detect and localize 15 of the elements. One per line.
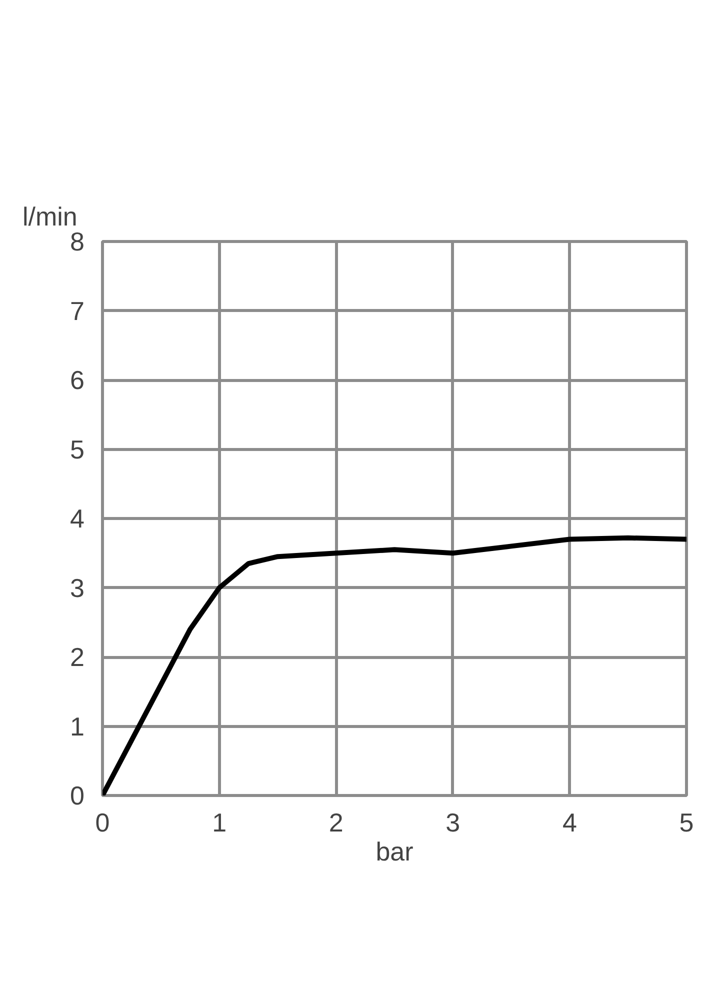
x-axis-title: bar: [376, 836, 414, 866]
x-tick-label: 2: [328, 808, 344, 838]
x-tick-label: 3: [446, 808, 460, 838]
y-tick-label: 6: [70, 365, 85, 395]
y-tick-label: 0: [70, 780, 85, 810]
x-tick-label: 1: [212, 808, 227, 838]
y-tick-label: 2: [70, 642, 85, 672]
y-tick-label: 5: [70, 434, 85, 464]
x-tick-label: 4: [562, 808, 577, 838]
x-tick-label: 0: [95, 808, 110, 838]
y-tick-label: 4: [70, 504, 85, 534]
y-tick-label: 1: [70, 711, 85, 742]
y-tick-label: 3: [70, 572, 85, 603]
y-tick-label: 7: [70, 296, 85, 326]
x-tick-label: 5: [679, 808, 694, 838]
